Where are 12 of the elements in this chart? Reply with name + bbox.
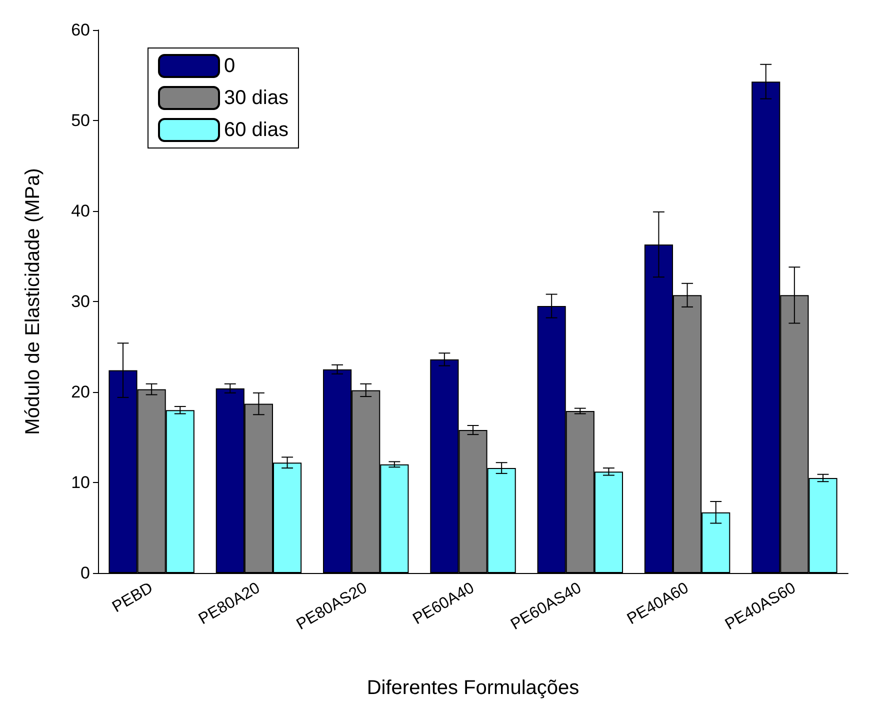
y-tick-label: 30 (71, 292, 90, 311)
y-tick-label: 20 (71, 382, 90, 402)
legend-label: 30 dias (224, 87, 288, 109)
y-tick-label: 40 (71, 202, 90, 220)
y-axis-title: Módulo de Elasticidade (MPa) (22, 168, 44, 435)
x-axis-title: Diferentes Formulações (366, 677, 580, 699)
y-tick-label: 10 (71, 473, 90, 492)
legend-label: 0 (224, 55, 236, 77)
y-tick-label: 0 (80, 564, 90, 582)
y-tick-label: 50 (71, 111, 90, 130)
y-tick-label: 60 (71, 20, 90, 40)
legend-label: 60 dias (224, 119, 288, 141)
